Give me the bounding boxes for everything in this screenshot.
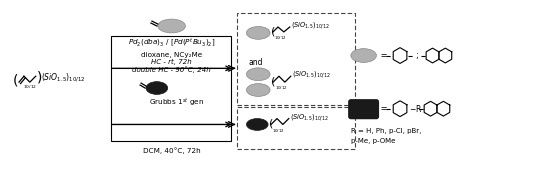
Ellipse shape xyxy=(158,19,185,33)
Text: $-$R: $-$R xyxy=(409,103,422,114)
Text: $(SiO_{1.5})_{10/12}$: $(SiO_{1.5})_{10/12}$ xyxy=(291,21,330,31)
FancyBboxPatch shape xyxy=(349,100,378,119)
Text: $($: $($ xyxy=(12,72,19,88)
Text: double HC - 90°C, 24h: double HC - 90°C, 24h xyxy=(132,66,211,73)
Text: dioxane, NCy₂Me: dioxane, NCy₂Me xyxy=(141,51,202,58)
Ellipse shape xyxy=(246,26,270,39)
Bar xyxy=(111,36,230,141)
Text: $_{10/12}$: $_{10/12}$ xyxy=(23,84,37,90)
Ellipse shape xyxy=(246,84,270,96)
Text: p-Me, p-OMe: p-Me, p-OMe xyxy=(351,138,395,144)
Text: $_{10/12}$: $_{10/12}$ xyxy=(273,35,287,41)
Text: HC - rt, 72h: HC - rt, 72h xyxy=(151,59,192,66)
Text: $Pd_2(dba)_3\ /\ [Pd(P^tBu_3)_2]$: $Pd_2(dba)_3\ /\ [Pd(P^tBu_3)_2]$ xyxy=(128,37,216,49)
Ellipse shape xyxy=(246,119,268,130)
Text: ;: ; xyxy=(416,51,419,60)
Text: $_{10/12}$: $_{10/12}$ xyxy=(274,85,287,91)
Text: $($: $($ xyxy=(268,117,273,130)
Text: $($: $($ xyxy=(270,75,276,88)
Ellipse shape xyxy=(351,49,376,62)
Text: =: = xyxy=(378,104,388,113)
Text: DCM, 40°C, 72h: DCM, 40°C, 72h xyxy=(143,148,200,154)
Text: $)$: $)$ xyxy=(36,69,42,85)
Text: =: = xyxy=(378,51,388,60)
Text: R = H, Ph, p-Cl, pBr,: R = H, Ph, p-Cl, pBr, xyxy=(351,128,421,134)
Text: $(SiO_{1.5})_{10/12}$: $(SiO_{1.5})_{10/12}$ xyxy=(41,71,85,84)
Text: $(SiO_{1.5})_{10/12}$: $(SiO_{1.5})_{10/12}$ xyxy=(290,112,329,123)
Ellipse shape xyxy=(246,68,270,81)
Bar xyxy=(236,13,355,105)
Text: $($: $($ xyxy=(270,25,276,38)
Bar xyxy=(236,107,355,149)
Text: $_{10/12}$: $_{10/12}$ xyxy=(272,127,284,134)
Ellipse shape xyxy=(146,82,168,94)
Text: and: and xyxy=(249,58,263,67)
Text: Grubbs 1$^{st}$ gen: Grubbs 1$^{st}$ gen xyxy=(149,96,204,108)
Text: $(SiO_{1.5})_{10/12}$: $(SiO_{1.5})_{10/12}$ xyxy=(292,70,331,80)
